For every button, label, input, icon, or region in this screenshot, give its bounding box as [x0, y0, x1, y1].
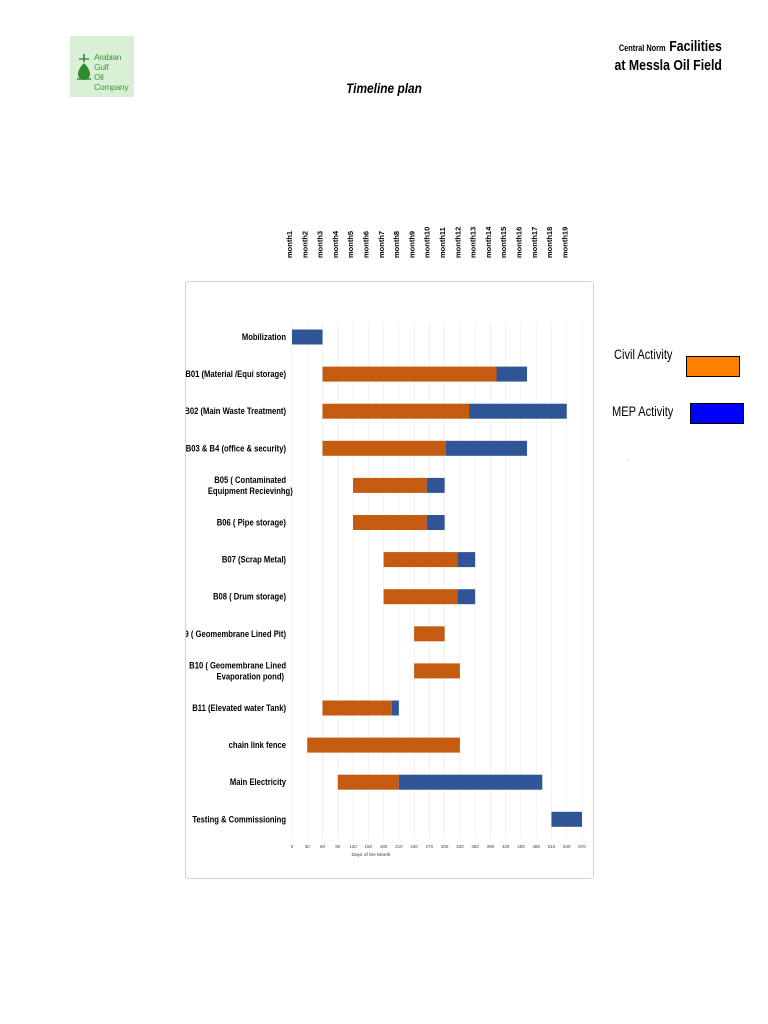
category-label: chain link fence: [229, 739, 287, 750]
x-tick-label: 180: [380, 844, 388, 849]
x-tick-label: 420: [502, 844, 510, 849]
month-label: month19: [560, 227, 569, 258]
bar-mep: [426, 477, 445, 493]
bar-civil: [307, 737, 460, 753]
category-label: B11 (Elevated water Tank): [192, 702, 286, 713]
category-label: B10 ( Geomembrane Lined Evaporation pond): [189, 660, 286, 682]
x-tick-label: 540: [563, 844, 571, 849]
month-label: month8: [392, 231, 401, 258]
bar-civil: [322, 440, 446, 456]
gantt-chart-svg: Mobilization B01 (Material /Equi storage)…: [186, 322, 586, 858]
month-label: month17: [530, 227, 539, 258]
bar-mep: [445, 440, 528, 456]
legend-civil-label: Civil Activity: [614, 347, 673, 362]
month-label: month4: [331, 230, 340, 258]
bar-civil: [383, 552, 458, 568]
category-label: B09 ( Geomembrane Lined Pit): [186, 628, 286, 639]
month-label: month9: [407, 231, 416, 258]
month-label: month13: [469, 227, 478, 258]
month-label: month10: [423, 227, 432, 258]
month-label: month14: [484, 226, 493, 258]
x-tick-label: 330: [456, 844, 464, 849]
month-label: month7: [377, 231, 386, 258]
bar-civil: [383, 589, 458, 605]
x-tick-label: 30: [305, 844, 311, 849]
bar-civil: [322, 366, 497, 382]
category-label: B05 ( Contaminated Equipment Recievinhg): [208, 474, 293, 496]
bar-mep: [551, 811, 582, 827]
x-tick-label: 390: [487, 844, 495, 849]
month-header: month1 month2 month3 month4 month5 month6 mont…: [285, 226, 569, 258]
bar-civil: [414, 626, 445, 642]
month-label: month2: [300, 231, 309, 258]
x-tick-label: 90: [335, 844, 341, 849]
x-tick-label: 210: [395, 844, 403, 849]
bar-mep: [469, 403, 567, 419]
header-title: Facilities: [669, 38, 722, 55]
bar-mep: [292, 329, 323, 345]
x-tick-label: 240: [410, 844, 418, 849]
category-label: Testing & Commissioning: [192, 814, 286, 825]
bar-mep: [391, 700, 399, 716]
x-tick-label: 60: [320, 844, 326, 849]
legend-civil-swatch: [686, 356, 740, 377]
x-tick-label: 270: [426, 844, 434, 849]
month-label: month5: [346, 231, 355, 258]
bar-civil: [414, 663, 460, 679]
page-title: Timeline plan: [346, 80, 422, 96]
x-tick-label: 450: [517, 844, 525, 849]
month-label: month16: [515, 227, 524, 258]
category-label: B08 ( Drum storage): [213, 591, 286, 602]
month-label: month11: [438, 227, 447, 258]
bar-mep: [496, 366, 528, 382]
bar-mep: [398, 774, 543, 790]
category-label: B03 & B4 (office & security): [186, 443, 286, 454]
x-tick-label: 510: [548, 844, 556, 849]
bar-civil: [322, 700, 392, 716]
x-tick-label: 300: [441, 844, 449, 849]
header-subtitle: Central Norm: [618, 43, 666, 53]
bar-civil: [353, 515, 427, 530]
x-tick-label: 360: [471, 844, 479, 849]
x-axis-label: Days of the Month: [352, 852, 391, 858]
category-label: B02 (Main Waste Treatment): [186, 406, 286, 417]
company-logo: Arabian Gulf Oil Company: [70, 36, 134, 97]
month-label: month18: [545, 227, 554, 258]
legend-mep-label: MEP Activity: [612, 404, 674, 419]
bar-mep: [426, 515, 445, 530]
month-label: month6: [362, 231, 371, 258]
category-label: B07 (Scrap Metal): [222, 554, 286, 565]
category-label: B01 (Material /Equi storage): [186, 368, 286, 379]
category-label: B06 ( Pipe storage): [217, 517, 286, 528]
oil-drop-emblem-icon: [77, 54, 91, 80]
x-tick-label: 0: [291, 844, 294, 849]
project-header: Central Norm Facilities at Messla Oil Fi…: [615, 38, 722, 74]
bar-civil: [353, 477, 427, 493]
logo-text: Arabian Gulf Oil Company: [94, 52, 129, 92]
month-label: month3: [316, 231, 325, 258]
month-label: month12: [453, 227, 462, 258]
bar-mep: [457, 589, 476, 605]
category-label: Mobilization: [242, 331, 286, 342]
x-tick-label: 150: [365, 844, 373, 849]
header-location: at Messla Oil Field: [614, 57, 722, 74]
month-label: month1: [285, 231, 294, 258]
footnote-mark: .: [627, 457, 629, 463]
category-label: Main Electricity: [230, 777, 286, 788]
bar-civil: [337, 774, 399, 790]
gantt-chart: Mobilization B01 (Material /Equi storage)…: [185, 281, 594, 879]
month-label: month15: [499, 227, 508, 258]
x-tick-label: 120: [349, 844, 357, 849]
legend-mep-swatch: [690, 403, 744, 424]
x-tick-label: 570: [578, 844, 586, 849]
bar-civil: [322, 403, 470, 419]
bar-mep: [457, 552, 476, 568]
x-tick-label: 480: [532, 844, 540, 849]
